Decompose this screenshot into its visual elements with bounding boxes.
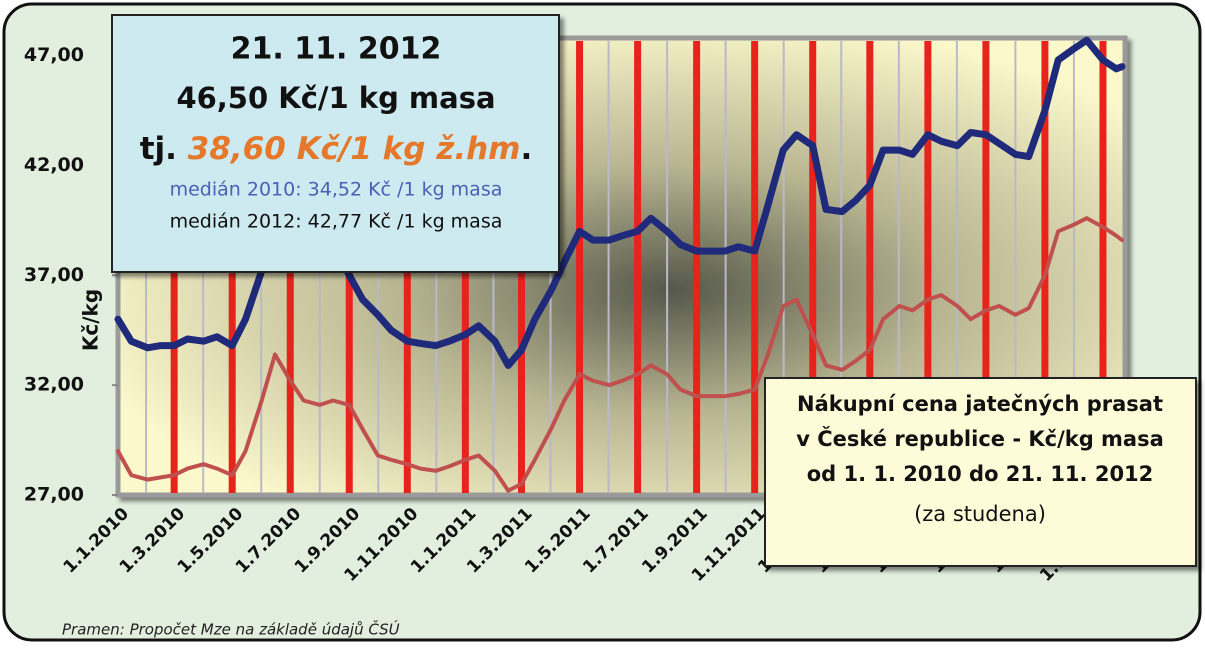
y-tick-label: 27,00 (24, 484, 84, 506)
y-axis-label: Kč/kg (79, 289, 103, 351)
y-tick-label: 47,00 (24, 44, 84, 66)
grid-line (576, 41, 584, 493)
grid-line (866, 41, 874, 493)
grid-line (982, 41, 990, 493)
info-box: 21. 11. 2012 46,50 Kč/1 kg masa tj. 38,6… (111, 14, 560, 273)
grid-line (809, 41, 817, 493)
info-price: 46,50 Kč/1 kg masa (176, 81, 495, 115)
grid-line (924, 41, 932, 493)
info-box-bg (111, 14, 560, 273)
median-2010: medián 2010: 34,52 Kč /1 kg masa (170, 179, 503, 201)
title-box-bg (764, 377, 1197, 567)
grid-line (1099, 41, 1107, 493)
title-box: Nákupní cena jatečných prasat v České re… (764, 377, 1197, 567)
grid-line (1041, 41, 1049, 493)
series-line (116, 216, 1124, 493)
y-tick-label: 42,00 (24, 154, 84, 176)
grid-line (693, 41, 701, 493)
grid-line (634, 41, 642, 493)
info-date: 21. 11. 2012 (231, 32, 442, 67)
grid-line (751, 41, 759, 493)
info-live-suffix: . (520, 131, 532, 167)
median-2012: medián 2012: 42,77 Kč /1 kg masa (170, 211, 503, 233)
y-tick-label: 32,00 (24, 374, 84, 396)
info-live: tj. 38,60 Kč/1 kg ž.hm. (140, 131, 533, 167)
info-live-price: 38,60 Kč/1 kg ž.hm (188, 131, 521, 167)
title-line: v České republice - Kč/kg masa (796, 426, 1164, 451)
title-line: Nákupní cena jatečných prasat (797, 392, 1163, 416)
subtitle: (za studena) (914, 502, 1046, 526)
info-live-prefix: tj. (140, 131, 188, 167)
source: Pramen: Propočet Mze na základě údajů ČS… (62, 620, 400, 639)
y-tick-label: 37,00 (24, 264, 84, 286)
title-line: od 1. 1. 2010 do 21. 11. 2012 (807, 462, 1154, 486)
